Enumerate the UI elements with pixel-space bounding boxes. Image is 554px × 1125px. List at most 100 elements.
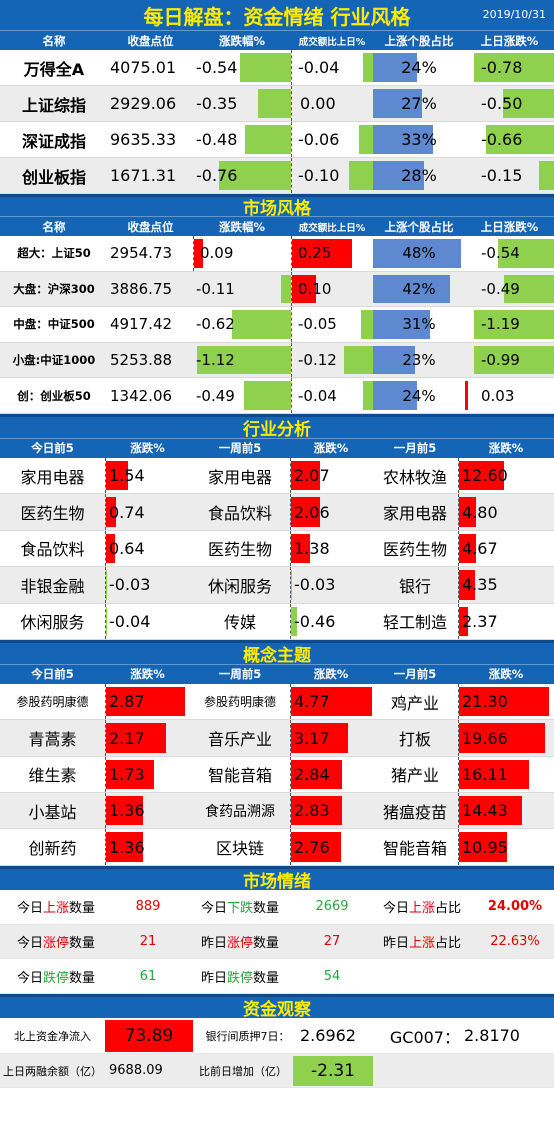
up-ratio-bar	[373, 381, 417, 410]
prev-change-bar	[503, 274, 554, 304]
volume-value: -0.04	[298, 386, 337, 405]
gc-label: GC007：	[389, 1027, 460, 1047]
up-ratio-value: 48%	[402, 244, 436, 263]
change-value: -0.48	[196, 130, 238, 149]
change-cell: 1.73	[105, 756, 190, 793]
close-value: 4917.42	[110, 315, 173, 334]
label-prefix: 昨日	[382, 936, 409, 952]
funds-table: 北上资金净流入 73.89 银行间质押7日： 2.6962 GC007： 2.8…	[0, 1018, 554, 1089]
sentiment-row: 今日 跌停 数量 61 昨日 跌停 数量 54	[0, 959, 554, 995]
change-bar	[106, 460, 128, 491]
change-value: -0.35	[196, 94, 238, 113]
up-ratio-bar	[373, 345, 416, 375]
sentiment-label: 今日 上涨 数量	[0, 890, 112, 924]
prev-change-cell: 0.03	[465, 378, 554, 413]
change-bar	[232, 310, 291, 339]
change-value: 4.67	[462, 538, 498, 558]
change-cell: 16.11	[458, 756, 554, 793]
change-cell: 1.36	[105, 829, 190, 865]
label-suffix: 数量	[69, 936, 96, 952]
change-bar	[291, 686, 372, 717]
item-name: 智能音箱	[382, 839, 447, 859]
change-cell: 0.64	[105, 530, 190, 567]
volume-cell: -0.10	[291, 158, 373, 193]
change-cell: -0.62	[193, 307, 291, 342]
prev-change-value: -0.66	[481, 130, 523, 149]
table-row: 维生素 1.73 智能音箱 2.84 猪产业 16.11	[0, 756, 554, 794]
up-ratio-bar	[373, 239, 461, 268]
change-value: 2.06	[294, 502, 330, 522]
item-name: 鸡产业	[390, 693, 439, 713]
volume-bar	[361, 310, 373, 339]
volume-bar	[349, 161, 373, 190]
change-bar	[239, 53, 291, 82]
column-header: 成交额比上日%	[298, 222, 366, 234]
change-cell: 4.35	[458, 567, 554, 603]
up-ratio-value: 24%	[401, 58, 437, 77]
change-cell: 2.84	[290, 756, 372, 793]
sentiment-row: 今日 涨停 数量 21 昨日 涨停 数量 27 昨日 上涨 占比 22.63%	[0, 924, 554, 960]
table-header: 今日前5 涨跌% 一周前5 涨跌% 一月前5 涨跌%	[0, 663, 554, 684]
change-value: 3.17	[294, 728, 330, 748]
style-title-text: 市场风格	[243, 199, 311, 219]
volume-bar	[344, 345, 373, 375]
table-row: 创：创业板50 1342.06 -0.49 -0.04 24% 0.03	[0, 378, 554, 414]
change-cell: 19.66	[458, 720, 554, 756]
item-name: 食品饮料	[20, 540, 85, 560]
sentiment-value	[476, 959, 554, 993]
table-row: 家用电器 1.54 家用电器 2.07 农林牧渔 12.60	[0, 457, 554, 495]
close-value: 5253.88	[110, 351, 173, 370]
change-cell: -0.03	[290, 567, 372, 603]
change-value: 2.37	[462, 611, 498, 631]
volume-cell: -0.12	[291, 342, 373, 378]
label-prefix: 昨日	[200, 970, 227, 986]
change-cell: 12.60	[458, 457, 554, 494]
change-bar	[459, 570, 475, 600]
label-prefix: 今日	[16, 901, 43, 917]
item-name: 音乐产业	[207, 730, 272, 749]
table-row: 参股药明康德 2.87 参股药明康德 4.77 鸡产业 21.30	[0, 683, 554, 721]
table-row: 小盘:中证1000 5253.88 -1.12 -0.12 23% -0.99	[0, 342, 554, 379]
sentiment-label: 今日 涨停 数量	[0, 925, 112, 959]
industry-section-title: 行业分析	[0, 413, 554, 440]
sentiment-title-text: 市场情绪	[243, 871, 311, 892]
label-suffix: 数量	[253, 901, 280, 917]
item-name: 猪产业	[390, 766, 439, 786]
change-value: 0.64	[109, 538, 145, 558]
item-name: 家用电器	[207, 467, 272, 487]
label-prefix: 今日	[200, 901, 227, 917]
industry-table: 今日前5 涨跌% 一周前5 涨跌% 一月前5 涨跌% 家用电器 1.54 家用电器 2.07 农林牧…	[0, 437, 554, 640]
label-suffix: 占比	[435, 901, 462, 917]
index-table: 名称 收盘点位 涨跌幅% 成交额比上日% 上涨个股占比 上日涨跌% 万得全A 4075.01-…	[0, 30, 554, 194]
column-header: 成交额比上日%	[298, 36, 366, 48]
sentiment-value: 24.00%	[487, 899, 543, 915]
sentiment-label: 今日 跌停 数量	[0, 959, 112, 993]
volume-bar	[363, 381, 373, 410]
change-bar	[291, 723, 349, 753]
page-title: 每日解盘：资金情绪 行业风格	[143, 4, 411, 29]
index-name: 创业板指	[21, 167, 86, 187]
prev-change-value: -1.19	[481, 315, 520, 334]
sentiment-label: 昨日 跌停 数量	[184, 959, 296, 993]
change-value: -0.04	[109, 611, 151, 631]
prev-change-cell: -0.99	[465, 343, 554, 378]
column-header: 一周前5	[218, 441, 262, 456]
prev-change-bar	[502, 89, 554, 118]
item-name: 青蒿素	[28, 730, 77, 749]
item-name: 参股药明康德	[203, 695, 276, 710]
volume-cell: 0.10	[291, 271, 373, 307]
label-suffix: 数量	[253, 970, 280, 986]
change-value: 1.73	[109, 764, 145, 784]
change-value: 4.77	[294, 692, 330, 712]
close-value: 1342.06	[110, 386, 173, 405]
change-value: 2.17	[109, 728, 145, 748]
change-cell: 21.30	[458, 683, 554, 720]
change-value: 14.43	[462, 801, 508, 821]
change-bar	[245, 125, 291, 154]
up-ratio-value: 31%	[402, 315, 436, 334]
item-name: 食品饮料	[207, 504, 272, 524]
sentiment-label	[368, 959, 476, 993]
change-cell: 2.76	[290, 829, 372, 865]
item-name: 小基站	[28, 802, 77, 822]
change-bar	[459, 686, 549, 717]
